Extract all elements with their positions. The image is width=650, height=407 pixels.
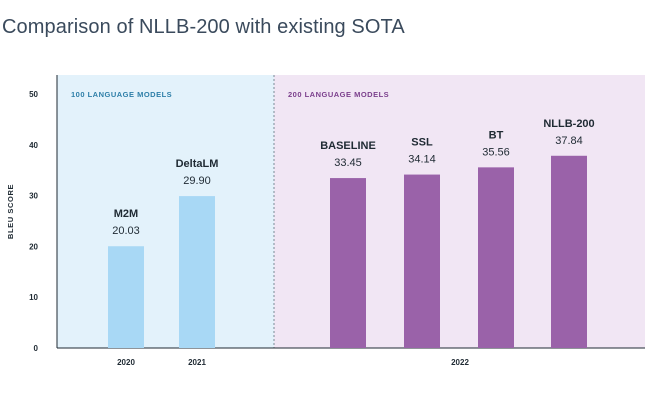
bar-value-label: 33.45 xyxy=(334,157,362,169)
bar-name-label: BASELINE xyxy=(320,140,376,152)
bar-m2m xyxy=(108,246,144,348)
bar-bt xyxy=(478,167,514,348)
panel-label-2: 200 LANGUAGE MODELS xyxy=(288,90,389,99)
bar-name-label: SSL xyxy=(411,137,433,149)
bar-name-label: NLLB-200 xyxy=(543,118,594,130)
y-tick-label: 30 xyxy=(29,192,38,201)
y-tick-label: 40 xyxy=(29,141,38,150)
bar-name-label: BT xyxy=(489,129,504,141)
panel-label-1: 100 LANGUAGE MODELS xyxy=(71,90,172,99)
bar-value-label: 34.14 xyxy=(408,154,436,166)
bar-deltalm xyxy=(179,196,215,348)
panel-background-2 xyxy=(274,75,645,348)
x-tick-label: 2021 xyxy=(188,358,206,367)
bar-name-label: M2M xyxy=(114,208,138,220)
y-tick-label: 20 xyxy=(29,242,38,251)
bar-ssl xyxy=(404,174,440,348)
bar-baseline xyxy=(330,178,366,348)
bar-nllb-200 xyxy=(551,155,587,348)
y-tick-label: 50 xyxy=(29,90,38,99)
y-axis-title: BLEU SCORE xyxy=(6,184,15,239)
bar-value-label: 20.03 xyxy=(112,225,140,237)
y-tick-label: 0 xyxy=(34,344,39,353)
x-tick-label: 2022 xyxy=(451,358,469,367)
y-tick-label: 10 xyxy=(29,293,38,302)
bar-name-label: DeltaLM xyxy=(176,158,219,170)
bar-value-label: 35.56 xyxy=(482,146,510,158)
bar-value-label: 29.90 xyxy=(183,175,211,187)
bar-value-label: 37.84 xyxy=(555,135,583,147)
page-title: Comparison of NLLB-200 with existing SOT… xyxy=(2,16,405,38)
x-tick-label: 2020 xyxy=(117,358,135,367)
panel-background-1 xyxy=(57,75,274,348)
